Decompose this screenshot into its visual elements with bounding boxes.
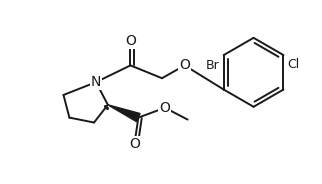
Text: Cl: Cl <box>287 58 300 71</box>
Text: Br: Br <box>206 59 220 72</box>
Text: O: O <box>159 101 170 115</box>
Text: O: O <box>125 34 136 48</box>
Polygon shape <box>108 105 140 122</box>
Text: O: O <box>129 137 140 151</box>
Text: O: O <box>179 58 190 72</box>
Text: N: N <box>91 75 101 89</box>
